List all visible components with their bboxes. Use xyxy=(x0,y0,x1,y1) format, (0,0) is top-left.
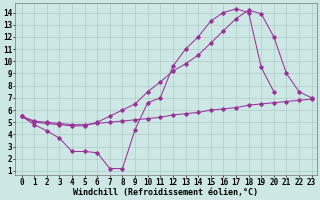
X-axis label: Windchill (Refroidissement éolien,°C): Windchill (Refroidissement éolien,°C) xyxy=(74,188,259,197)
